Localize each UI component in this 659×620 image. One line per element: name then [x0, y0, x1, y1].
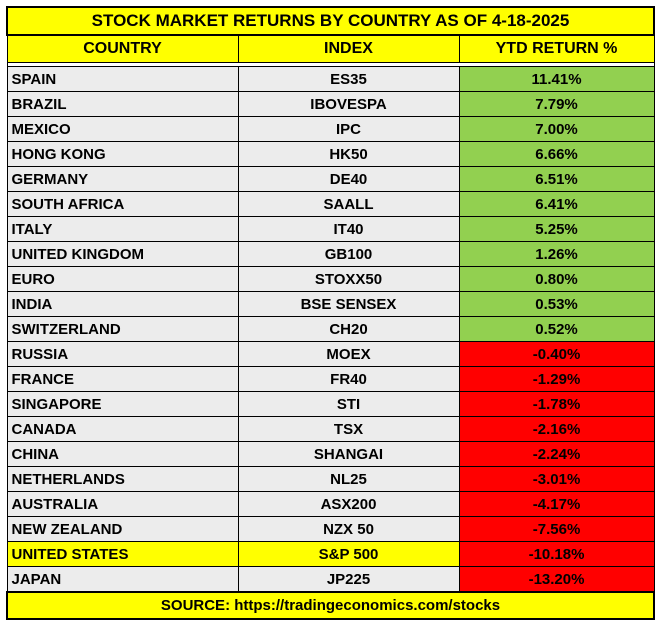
- ytd-return-cell: 5.25%: [458, 216, 655, 242]
- table-row: UNITED KINGDOM GB100 1.26%: [6, 241, 655, 267]
- country-cell: RUSSIA: [6, 341, 239, 367]
- index-cell: S&P 500: [237, 541, 460, 567]
- ytd-return-cell: -1.78%: [458, 391, 655, 417]
- table-row: SPAIN ES35 11.41%: [6, 66, 655, 92]
- country-cell: NEW ZEALAND: [6, 516, 239, 542]
- table-row: SOUTH AFRICA SAALL 6.41%: [6, 191, 655, 217]
- ytd-return-cell: -13.20%: [458, 566, 655, 593]
- country-cell: GERMANY: [6, 166, 239, 192]
- column-header-ytd-return: YTD RETURN %: [458, 34, 655, 63]
- source-note: SOURCE: https://tradingeconomics.com/sto…: [5, 591, 656, 620]
- country-cell: CHINA: [6, 441, 239, 467]
- ytd-return-cell: 0.53%: [458, 291, 655, 317]
- index-cell: IT40: [237, 216, 460, 242]
- column-header-index: INDEX: [237, 34, 460, 63]
- country-cell: CANADA: [6, 416, 239, 442]
- table-row: FRANCE FR40 -1.29%: [6, 366, 655, 392]
- table-row: NEW ZEALAND NZX 50 -7.56%: [6, 516, 655, 542]
- table-row: CANADA TSX -2.16%: [6, 416, 655, 442]
- table-row: SWITZERLAND CH20 0.52%: [6, 316, 655, 342]
- country-cell: AUSTRALIA: [6, 491, 239, 517]
- ytd-return-cell: 0.52%: [458, 316, 655, 342]
- ytd-return-cell: 6.66%: [458, 141, 655, 167]
- country-cell: SOUTH AFRICA: [6, 191, 239, 217]
- ytd-return-cell: 6.41%: [458, 191, 655, 217]
- country-cell: INDIA: [6, 291, 239, 317]
- ytd-return-cell: -4.17%: [458, 491, 655, 517]
- country-cell: NETHERLANDS: [6, 466, 239, 492]
- index-cell: GB100: [237, 241, 460, 267]
- table-row: RUSSIA MOEX -0.40%: [6, 341, 655, 367]
- ytd-return-cell: 11.41%: [458, 66, 655, 92]
- table-row: CHINA SHANGAI -2.24%: [6, 441, 655, 467]
- title-row: STOCK MARKET RETURNS BY COUNTRY AS OF 4-…: [5, 6, 656, 36]
- index-cell: NL25: [237, 466, 460, 492]
- country-cell: HONG KONG: [6, 141, 239, 167]
- index-cell: STOXX50: [237, 266, 460, 292]
- index-cell: SHANGAI: [237, 441, 460, 467]
- table-row: AUSTRALIA ASX200 -4.17%: [6, 491, 655, 517]
- index-cell: BSE SENSEX: [237, 291, 460, 317]
- index-cell: FR40: [237, 366, 460, 392]
- index-cell: TSX: [237, 416, 460, 442]
- ytd-return-cell: 1.26%: [458, 241, 655, 267]
- country-cell: SPAIN: [6, 66, 239, 92]
- ytd-return-cell: 7.00%: [458, 116, 655, 142]
- ytd-return-cell: -0.40%: [458, 341, 655, 367]
- index-cell: MOEX: [237, 341, 460, 367]
- index-cell: DE40: [237, 166, 460, 192]
- table-row: SINGAPORE STI -1.78%: [6, 391, 655, 417]
- table-row: INDIA BSE SENSEX 0.53%: [6, 291, 655, 317]
- index-cell: JP225: [237, 566, 460, 593]
- country-cell: EURO: [6, 266, 239, 292]
- returns-table: STOCK MARKET RETURNS BY COUNTRY AS OF 4-…: [5, 6, 656, 620]
- index-cell: IPC: [237, 116, 460, 142]
- returns-table-container: STOCK MARKET RETURNS BY COUNTRY AS OF 4-…: [5, 6, 656, 620]
- ytd-return-cell: -3.01%: [458, 466, 655, 492]
- source-row: SOURCE: https://tradingeconomics.com/sto…: [5, 591, 656, 620]
- ytd-return-cell: 6.51%: [458, 166, 655, 192]
- table-title: STOCK MARKET RETURNS BY COUNTRY AS OF 4-…: [5, 6, 656, 36]
- country-cell: BRAZIL: [6, 91, 239, 117]
- ytd-return-cell: 7.79%: [458, 91, 655, 117]
- country-cell: ITALY: [6, 216, 239, 242]
- table-row: GERMANY DE40 6.51%: [6, 166, 655, 192]
- index-cell: ASX200: [237, 491, 460, 517]
- country-cell: FRANCE: [6, 366, 239, 392]
- ytd-return-cell: -10.18%: [458, 541, 655, 567]
- index-cell: HK50: [237, 141, 460, 167]
- table-row: UNITED STATES S&P 500 -10.18%: [6, 541, 655, 567]
- table-row: MEXICO IPC 7.00%: [6, 116, 655, 142]
- country-cell: UNITED STATES: [6, 541, 239, 567]
- table-row: EURO STOXX50 0.80%: [6, 266, 655, 292]
- table-row: JAPAN JP225 -13.20%: [6, 566, 655, 593]
- index-cell: STI: [237, 391, 460, 417]
- country-cell: UNITED KINGDOM: [6, 241, 239, 267]
- ytd-return-cell: -2.16%: [458, 416, 655, 442]
- country-cell: MEXICO: [6, 116, 239, 142]
- index-cell: CH20: [237, 316, 460, 342]
- ytd-return-cell: -7.56%: [458, 516, 655, 542]
- column-header-country: COUNTRY: [6, 34, 239, 63]
- ytd-return-cell: 0.80%: [458, 266, 655, 292]
- index-cell: NZX 50: [237, 516, 460, 542]
- table-row: ITALY IT40 5.25%: [6, 216, 655, 242]
- index-cell: SAALL: [237, 191, 460, 217]
- table-row: HONG KONG HK50 6.66%: [6, 141, 655, 167]
- table-row: NETHERLANDS NL25 -3.01%: [6, 466, 655, 492]
- country-cell: SINGAPORE: [6, 391, 239, 417]
- country-cell: JAPAN: [6, 566, 239, 593]
- table-row: BRAZIL IBOVESPA 7.79%: [6, 91, 655, 117]
- index-cell: ES35: [237, 66, 460, 92]
- ytd-return-cell: -1.29%: [458, 366, 655, 392]
- ytd-return-cell: -2.24%: [458, 441, 655, 467]
- header-row: COUNTRY INDEX YTD RETURN %: [6, 34, 655, 63]
- country-cell: SWITZERLAND: [6, 316, 239, 342]
- index-cell: IBOVESPA: [237, 91, 460, 117]
